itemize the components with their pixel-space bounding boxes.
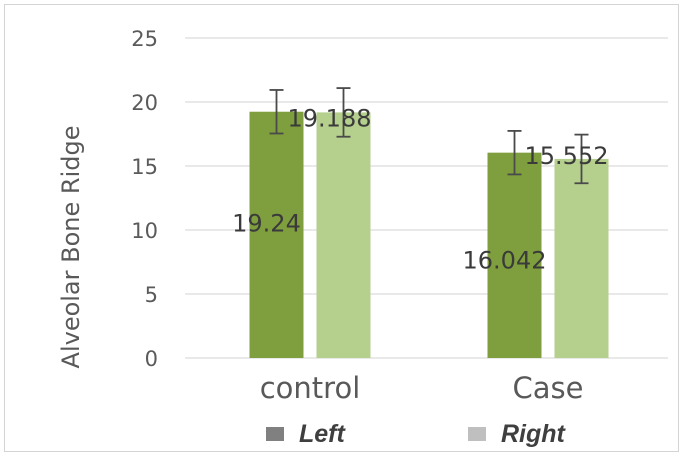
- y-tick-label: 10: [131, 219, 158, 243]
- legend-label-0: Left: [299, 420, 347, 448]
- data-label: 15.552: [525, 142, 609, 170]
- y-tick-label: 5: [145, 283, 158, 307]
- y-tick-label: 25: [131, 27, 158, 51]
- bar-1-1: [555, 159, 609, 358]
- y-tick-label: 15: [131, 155, 158, 179]
- data-label: 19.188: [288, 104, 372, 132]
- y-tick-label: 20: [131, 91, 158, 115]
- bar-1-0: [317, 112, 371, 358]
- legend-swatch-0: [266, 427, 284, 441]
- legend: Left Right: [266, 420, 567, 448]
- x-category-label: control: [260, 371, 361, 405]
- data-label: 19.24: [232, 210, 301, 238]
- data-label: 16.042: [463, 246, 547, 274]
- legend-label-1: Right: [501, 420, 567, 448]
- x-category-label: Case: [513, 371, 584, 405]
- legend-swatch-1: [468, 427, 486, 441]
- y-axis-ticks: 0 5 10 15 20 25: [131, 27, 158, 371]
- y-axis-label: Alveolar Bone Ridge: [57, 126, 85, 369]
- y-tick-label: 0: [145, 347, 158, 371]
- x-axis-categories: control Case: [260, 371, 584, 405]
